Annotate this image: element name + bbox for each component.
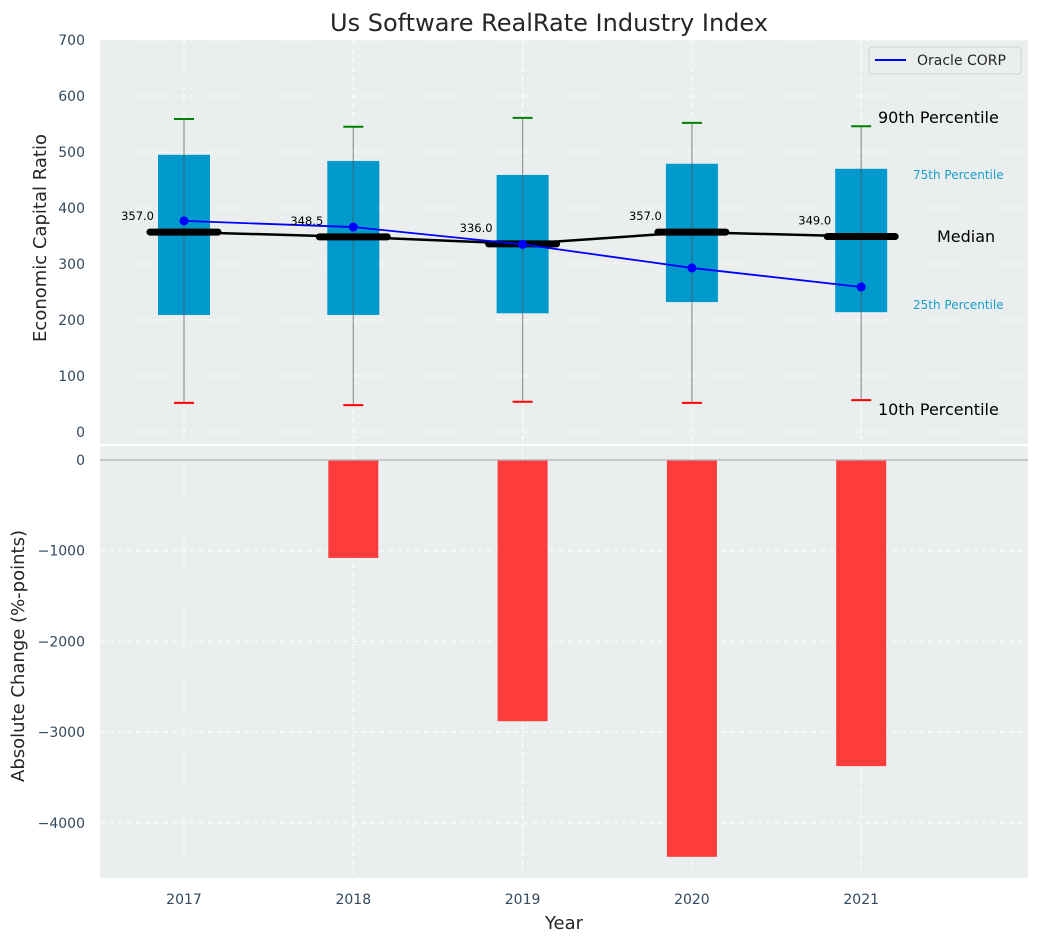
- chart-title: Us Software RealRate Industry Index: [330, 9, 768, 37]
- legend-label-oracle: Oracle CORP: [917, 53, 1006, 69]
- bottom-y-tick-label: −3000: [38, 725, 85, 741]
- top-y-tick-label: 0: [76, 425, 85, 441]
- median-value-label: 357.0: [121, 209, 154, 223]
- median-value-label: 357.0: [629, 209, 662, 223]
- x-tick-label: 2020: [674, 892, 710, 908]
- top-y-tick-label: 600: [58, 89, 85, 105]
- oracle-point: [687, 263, 697, 273]
- legend: Oracle CORP: [868, 46, 1022, 75]
- bottom-y-tick-label: −2000: [38, 634, 85, 650]
- change-bar: [328, 460, 379, 558]
- bottom-plot-area: [100, 446, 1028, 878]
- x-axis-label: Year: [544, 913, 584, 934]
- top-y-tick-label: 200: [58, 313, 85, 329]
- bottom-y-axis-label: Absolute Change (%-points): [8, 530, 29, 782]
- annotation-p90: 90th Percentile: [878, 108, 999, 127]
- oracle-point: [856, 282, 866, 292]
- median-value-label: 336.0: [460, 221, 493, 235]
- top-y-tick-label: 400: [58, 201, 85, 217]
- oracle-point: [348, 222, 358, 232]
- top-y-tick-label: 300: [58, 257, 85, 273]
- annotation-p75: 75th Percentile: [913, 168, 1004, 182]
- top-y-tick-label: 700: [58, 33, 85, 49]
- median-value-label: 348.5: [290, 214, 323, 228]
- bottom-y-tick-label: −4000: [38, 816, 85, 832]
- change-bar: [836, 460, 887, 767]
- oracle-point: [179, 216, 189, 226]
- annotation-p25: 25th Percentile: [913, 298, 1004, 312]
- x-tick-label: 2021: [843, 892, 879, 908]
- oracle-point: [518, 239, 528, 249]
- bottom-y-tick-label: −1000: [38, 544, 85, 560]
- annotation-median: Median: [937, 227, 995, 246]
- x-tick-label: 2017: [166, 892, 202, 908]
- change-bar: [497, 460, 548, 722]
- top-y-tick-label: 500: [58, 145, 85, 161]
- annotation-p10: 10th Percentile: [878, 400, 999, 419]
- x-tick-label: 2019: [505, 892, 541, 908]
- legend-frame: [868, 46, 1022, 75]
- x-tick-label: 2018: [335, 892, 371, 908]
- bottom-y-tick-label: 0: [76, 453, 85, 469]
- top-y-axis-label: Economic Capital Ratio: [30, 134, 51, 342]
- median-value-label: 349.0: [798, 214, 831, 228]
- change-bar: [666, 460, 717, 857]
- top-y-tick-label: 100: [58, 369, 85, 385]
